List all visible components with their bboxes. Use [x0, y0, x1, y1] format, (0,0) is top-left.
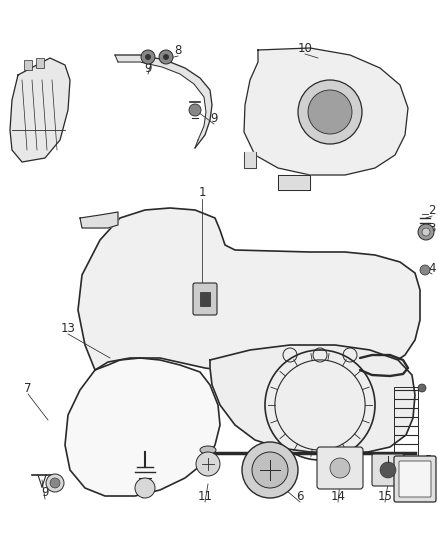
Text: 5: 5	[424, 454, 432, 466]
FancyBboxPatch shape	[193, 283, 217, 315]
Text: 9: 9	[41, 487, 49, 499]
Circle shape	[163, 54, 169, 60]
Text: 2: 2	[428, 204, 436, 216]
FancyBboxPatch shape	[399, 461, 431, 497]
Text: 14: 14	[331, 489, 346, 503]
Circle shape	[145, 54, 151, 60]
Polygon shape	[115, 55, 212, 148]
Polygon shape	[10, 58, 70, 162]
Circle shape	[308, 90, 352, 134]
Text: 10: 10	[297, 42, 312, 54]
Circle shape	[242, 442, 298, 498]
Circle shape	[189, 104, 201, 116]
Circle shape	[422, 228, 430, 236]
Text: 7: 7	[24, 382, 32, 394]
Circle shape	[330, 458, 350, 478]
Circle shape	[135, 478, 155, 498]
Bar	[394, 387, 418, 456]
Circle shape	[298, 80, 362, 144]
Text: 11: 11	[198, 489, 212, 503]
Text: 12: 12	[135, 486, 151, 498]
FancyBboxPatch shape	[394, 456, 436, 502]
Circle shape	[46, 474, 64, 492]
Circle shape	[420, 265, 430, 275]
Circle shape	[418, 384, 426, 392]
Polygon shape	[244, 152, 256, 168]
Polygon shape	[78, 208, 420, 378]
Ellipse shape	[200, 446, 216, 454]
FancyBboxPatch shape	[317, 447, 363, 489]
Bar	[200, 292, 210, 306]
Polygon shape	[278, 175, 310, 190]
Polygon shape	[65, 358, 220, 496]
Circle shape	[50, 478, 60, 488]
Text: 13: 13	[60, 321, 75, 335]
Circle shape	[418, 224, 434, 240]
Circle shape	[196, 452, 220, 476]
Bar	[36, 58, 44, 68]
Text: 6: 6	[296, 489, 304, 503]
Text: 3: 3	[428, 222, 436, 235]
Text: 9: 9	[210, 111, 218, 125]
Polygon shape	[244, 48, 408, 175]
Text: 1: 1	[198, 187, 206, 199]
Circle shape	[159, 50, 173, 64]
Bar	[24, 60, 32, 70]
Text: 8: 8	[174, 44, 182, 56]
Circle shape	[252, 452, 288, 488]
Polygon shape	[80, 212, 118, 228]
Text: 9: 9	[144, 61, 152, 75]
Text: 15: 15	[378, 489, 392, 503]
Circle shape	[380, 462, 396, 478]
Text: 4: 4	[428, 262, 436, 274]
Circle shape	[141, 50, 155, 64]
Polygon shape	[210, 345, 415, 453]
FancyBboxPatch shape	[372, 454, 404, 486]
